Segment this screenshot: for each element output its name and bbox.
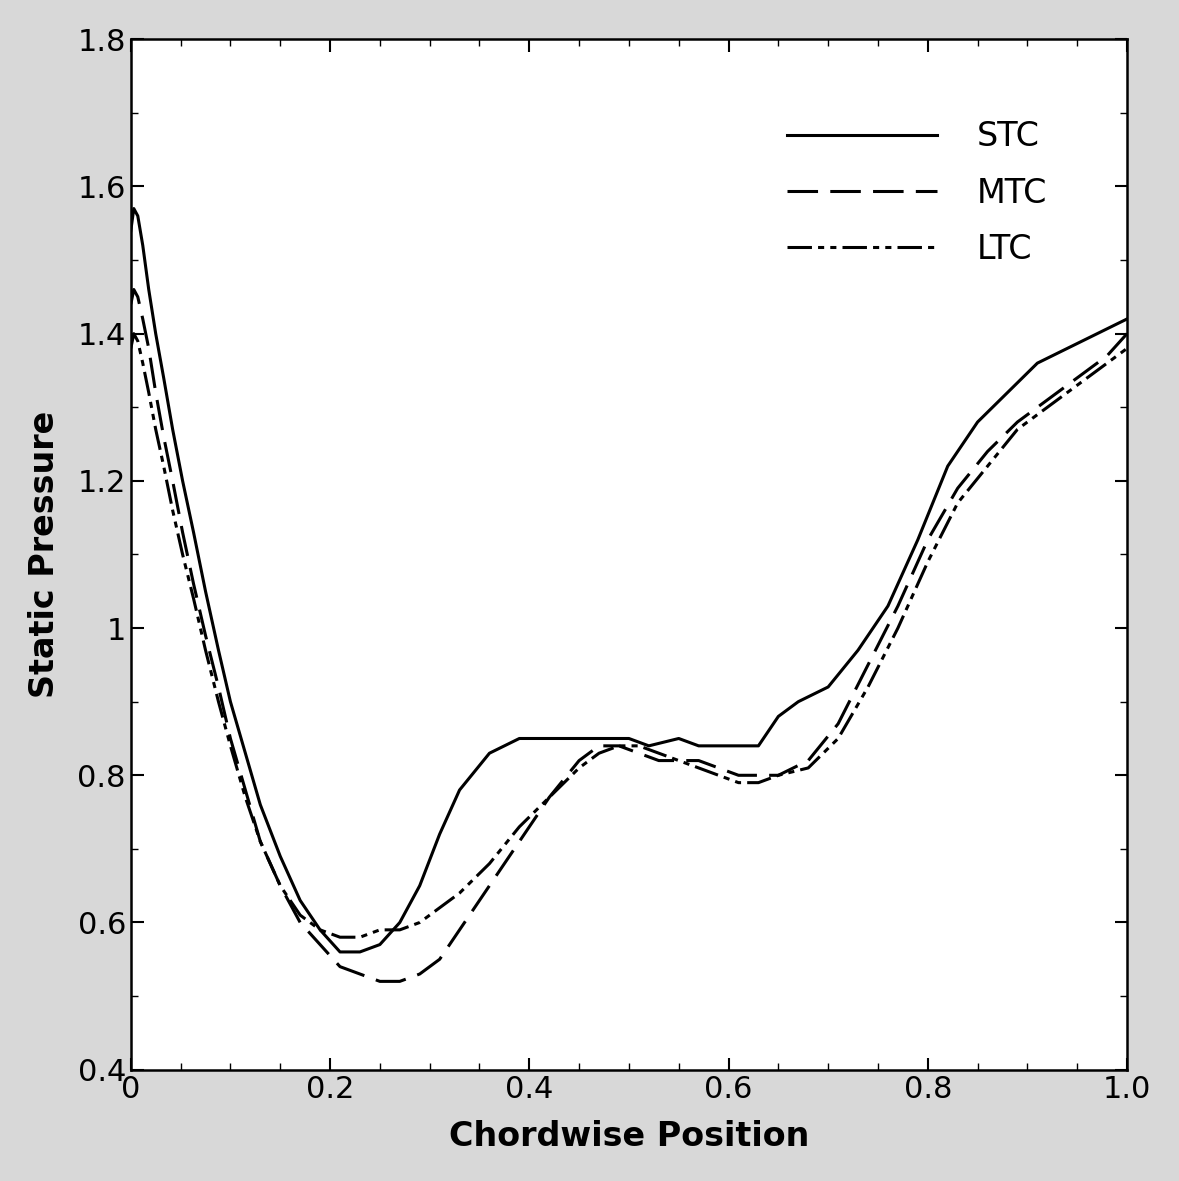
STC xyxy=(141,282,156,296)
LTC xyxy=(126,327,140,341)
Legend: STC, MTC, LTC: STC, MTC, LTC xyxy=(753,87,1080,299)
X-axis label: Chordwise Position: Chordwise Position xyxy=(449,1121,809,1153)
STC xyxy=(312,922,327,937)
Line: MTC: MTC xyxy=(131,289,1127,981)
STC xyxy=(572,731,586,745)
STC xyxy=(253,797,268,811)
STC xyxy=(711,739,725,753)
LTC xyxy=(223,739,237,753)
STC xyxy=(791,694,805,709)
LTC xyxy=(124,341,138,355)
STC xyxy=(238,746,252,761)
MTC xyxy=(294,915,308,929)
LTC xyxy=(711,768,725,782)
STC xyxy=(433,827,447,841)
STC xyxy=(970,415,984,429)
STC xyxy=(1060,341,1074,355)
STC xyxy=(294,893,308,907)
STC xyxy=(223,694,237,709)
STC xyxy=(453,783,467,797)
MTC xyxy=(312,938,327,952)
STC xyxy=(211,644,225,658)
STC xyxy=(1001,385,1015,399)
STC xyxy=(602,731,617,745)
LTC xyxy=(1100,355,1114,370)
MTC xyxy=(711,761,725,775)
STC xyxy=(672,731,686,745)
STC xyxy=(482,746,496,761)
STC xyxy=(186,526,200,540)
STC xyxy=(149,327,163,341)
LTC xyxy=(1120,341,1134,355)
STC xyxy=(692,739,706,753)
MTC xyxy=(373,974,387,988)
MTC xyxy=(771,768,785,782)
STC xyxy=(176,474,190,488)
STC xyxy=(413,879,427,893)
STC xyxy=(941,459,955,474)
Line: STC: STC xyxy=(131,209,1127,952)
STC xyxy=(157,371,171,385)
STC xyxy=(731,739,745,753)
STC xyxy=(1030,355,1045,370)
STC xyxy=(542,731,556,745)
STC xyxy=(851,644,865,658)
STC xyxy=(751,739,765,753)
MTC xyxy=(223,731,237,745)
STC xyxy=(393,915,407,929)
MTC xyxy=(126,282,140,296)
STC xyxy=(512,731,526,745)
LTC xyxy=(312,922,327,937)
Y-axis label: Static Pressure: Static Pressure xyxy=(28,411,61,698)
STC xyxy=(881,599,895,613)
STC xyxy=(373,938,387,952)
STC xyxy=(136,239,150,253)
STC xyxy=(332,945,347,959)
LTC xyxy=(332,931,347,945)
STC xyxy=(641,739,656,753)
STC xyxy=(1091,327,1105,341)
STC xyxy=(910,533,924,547)
Line: LTC: LTC xyxy=(131,334,1127,938)
STC xyxy=(771,710,785,724)
STC xyxy=(124,223,138,237)
STC xyxy=(131,209,145,223)
MTC xyxy=(124,298,138,312)
STC xyxy=(821,680,835,694)
STC xyxy=(1120,312,1134,326)
LTC xyxy=(294,908,308,922)
STC xyxy=(274,849,288,863)
STC xyxy=(353,945,367,959)
STC xyxy=(126,202,140,216)
STC xyxy=(165,423,179,437)
STC xyxy=(198,585,212,599)
LTC xyxy=(771,768,785,782)
MTC xyxy=(1120,327,1134,341)
MTC xyxy=(1100,348,1114,363)
STC xyxy=(621,731,635,745)
